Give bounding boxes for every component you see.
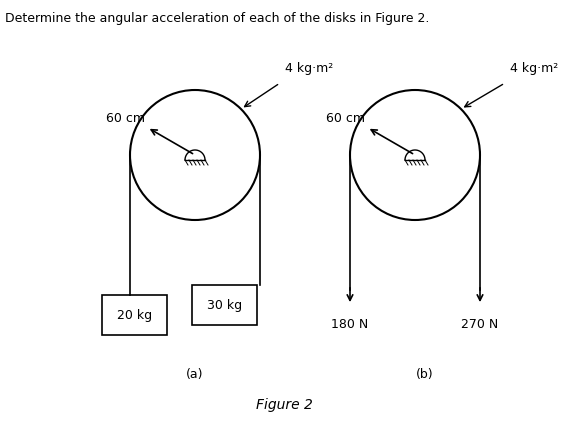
Text: 60 cm: 60 cm [326, 112, 365, 125]
Text: (b): (b) [416, 368, 434, 381]
Bar [102, 295, 167, 335]
Text: 60 cm: 60 cm [106, 112, 145, 125]
Text: 270 N: 270 N [461, 318, 498, 331]
Text: 4 kg·m²: 4 kg·m² [285, 62, 333, 75]
Text: 180 N: 180 N [331, 318, 369, 331]
Text: Figure 2: Figure 2 [255, 398, 312, 412]
Text: 4 kg·m²: 4 kg·m² [510, 62, 558, 75]
Text: (a): (a) [186, 368, 204, 381]
Text: Determine the angular acceleration of each of the disks in Figure 2.: Determine the angular acceleration of ea… [5, 12, 430, 25]
Bar [192, 285, 258, 325]
Text: 20 kg: 20 kg [117, 309, 152, 322]
Text: 30 kg: 30 kg [208, 298, 242, 312]
